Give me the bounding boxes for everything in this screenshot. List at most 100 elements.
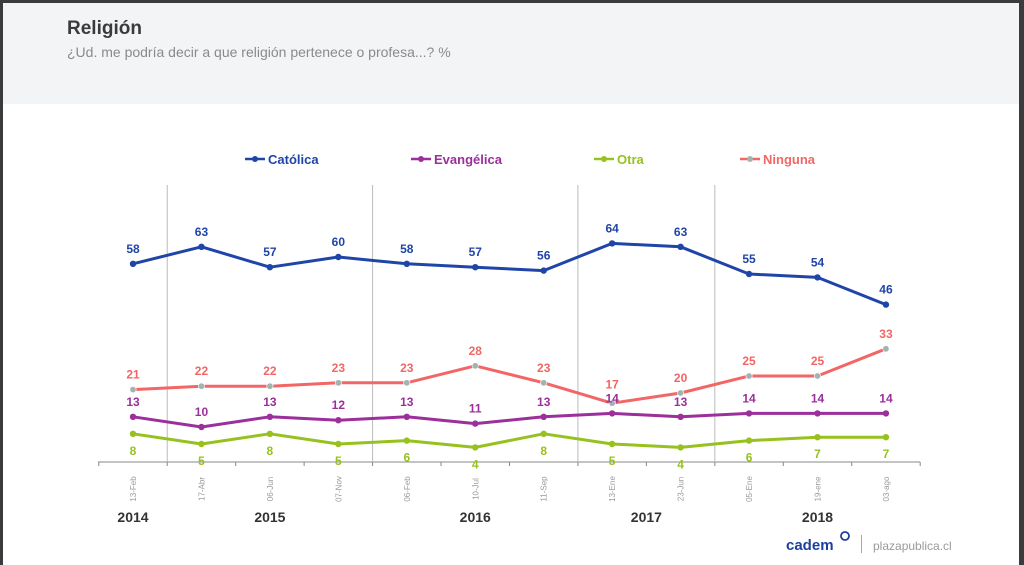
data-point <box>540 267 547 274</box>
data-label: 64 <box>605 221 619 235</box>
data-label: 11 <box>469 402 482 416</box>
data-label: 4 <box>472 457 479 471</box>
data-label: 22 <box>263 364 277 378</box>
legend-marker <box>252 156 258 162</box>
data-label: 57 <box>469 245 483 259</box>
data-label: 58 <box>400 242 414 256</box>
x-tick-label: 03-ago <box>882 476 891 501</box>
data-point <box>677 389 685 397</box>
legend-marker <box>418 156 424 162</box>
data-point <box>745 437 753 444</box>
data-point <box>882 434 890 441</box>
data-label: 20 <box>674 371 688 385</box>
data-label: 5 <box>609 454 616 468</box>
cadem-logo: cadem <box>786 537 834 554</box>
data-label: 21 <box>126 368 140 382</box>
year-label: 2018 <box>802 509 833 525</box>
data-point <box>540 430 547 437</box>
page-subtitle: ¿Ud. me podría decir a que religión pert… <box>67 44 451 60</box>
legend-label: Ninguna <box>763 152 816 167</box>
data-label: 6 <box>403 451 410 465</box>
data-point <box>198 423 205 431</box>
data-label: 12 <box>332 398 346 412</box>
slide: Religión ¿Ud. me podría decir a que reli… <box>3 3 1019 565</box>
data-point <box>129 260 137 267</box>
cadem-logo-ring <box>840 531 850 541</box>
data-label: 17 <box>605 377 619 391</box>
header: Religión ¿Ud. me podría decir a que reli… <box>3 3 1019 104</box>
data-point <box>266 264 274 271</box>
data-label: 25 <box>742 354 756 368</box>
data-label: 8 <box>130 444 137 458</box>
year-label: 2017 <box>631 509 662 525</box>
legend-marker <box>747 156 753 162</box>
data-label: 55 <box>742 252 756 266</box>
data-point <box>540 379 548 387</box>
data-point <box>813 372 821 380</box>
data-point <box>745 270 753 278</box>
x-tick-label: 11-Sep <box>540 476 549 502</box>
data-label: 13 <box>263 395 277 409</box>
year-label: 2014 <box>117 509 148 525</box>
data-label: 23 <box>332 361 346 375</box>
data-label: 28 <box>469 344 483 358</box>
data-point <box>129 413 137 420</box>
x-tick-label: 06-Jun <box>266 477 275 501</box>
data-point <box>471 362 479 370</box>
data-label: 14 <box>811 391 825 405</box>
data-point <box>198 440 205 448</box>
data-label: 54 <box>811 255 825 269</box>
data-label: 33 <box>879 327 893 341</box>
data-label: 10 <box>195 405 209 419</box>
x-tick-label: 05-Ene <box>745 476 754 502</box>
x-tick-label: 10-Jul <box>471 478 480 500</box>
data-label: 5 <box>335 454 342 468</box>
data-label: 60 <box>332 235 346 249</box>
data-label: 13 <box>537 395 551 409</box>
x-tick-label: 13-Ene <box>608 476 617 502</box>
data-point <box>745 410 753 417</box>
data-label: 8 <box>267 444 274 458</box>
data-point <box>198 243 205 250</box>
legend-label: Otra <box>617 152 645 167</box>
data-point <box>745 372 753 380</box>
data-point <box>677 444 684 451</box>
data-label: 46 <box>879 283 893 297</box>
data-point <box>814 410 821 417</box>
footer-divider <box>861 535 862 553</box>
data-label: 13 <box>674 395 688 409</box>
data-point <box>403 437 410 444</box>
legend-label: Católica <box>268 152 319 167</box>
data-label: 13 <box>400 395 414 409</box>
x-tick-label: 07-Nov <box>334 476 343 502</box>
data-point <box>403 413 410 420</box>
series-line-ninguna <box>132 347 887 405</box>
year-label: 2016 <box>460 509 491 525</box>
data-point <box>814 434 821 441</box>
data-label: 57 <box>263 245 277 259</box>
data-label: 22 <box>195 364 209 378</box>
data-point <box>882 345 890 353</box>
data-point <box>335 253 342 261</box>
data-label: 7 <box>883 447 890 461</box>
data-label: 14 <box>879 391 893 405</box>
data-label: 58 <box>126 242 140 256</box>
page-title: Religión <box>67 18 142 39</box>
data-label: 14 <box>605 391 619 405</box>
footer-site: plazapublica.cl <box>873 539 952 553</box>
data-point <box>335 440 342 448</box>
data-point <box>882 301 890 308</box>
legend-label: Evangélica <box>434 152 503 167</box>
data-point <box>129 430 137 437</box>
data-point <box>403 260 410 267</box>
data-point <box>266 430 274 437</box>
data-point <box>608 240 616 247</box>
data-label: 5 <box>198 454 205 468</box>
data-point <box>814 274 821 281</box>
data-label: 8 <box>540 444 547 458</box>
data-label: 23 <box>400 361 414 375</box>
x-tick-label: 17-Abr <box>197 477 206 501</box>
data-point <box>403 379 411 387</box>
data-point <box>472 420 479 427</box>
